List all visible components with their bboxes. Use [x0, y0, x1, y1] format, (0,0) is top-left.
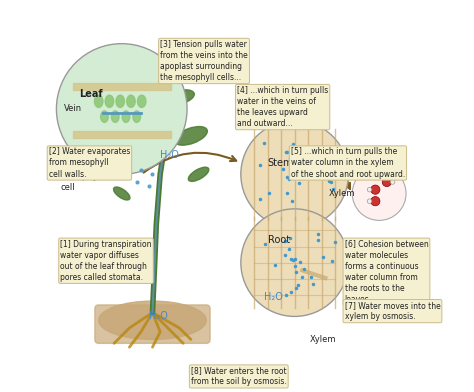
- Text: [5] ...which in turn pulls the
water column in the xylem
of the shoot and root u: [5] ...which in turn pulls the water col…: [291, 147, 405, 179]
- Circle shape: [371, 196, 380, 206]
- Ellipse shape: [122, 111, 130, 122]
- Ellipse shape: [164, 90, 194, 105]
- Ellipse shape: [116, 95, 125, 107]
- FancyBboxPatch shape: [73, 83, 171, 90]
- Ellipse shape: [174, 127, 207, 145]
- Ellipse shape: [128, 72, 154, 84]
- Text: H₂O: H₂O: [149, 312, 167, 321]
- Ellipse shape: [111, 111, 119, 122]
- Circle shape: [241, 120, 348, 228]
- Text: H₂O: H₂O: [160, 150, 179, 160]
- Circle shape: [382, 177, 392, 187]
- FancyBboxPatch shape: [73, 131, 171, 138]
- Ellipse shape: [188, 167, 209, 181]
- Text: [4] ...which in turn pulls
water in the veins of
the leaves upward
and outward..: [4] ...which in turn pulls water in the …: [237, 86, 328, 128]
- Circle shape: [371, 185, 380, 194]
- FancyBboxPatch shape: [95, 305, 210, 343]
- Text: Leaf: Leaf: [80, 89, 103, 99]
- Text: H₂O: H₂O: [264, 292, 283, 302]
- Text: [6] Cohesion between
water molecules
forms a continuous
water column from
the ro: [6] Cohesion between water molecules for…: [345, 240, 428, 304]
- Circle shape: [367, 199, 372, 203]
- Ellipse shape: [99, 301, 206, 339]
- Text: [2] Water evaporates
from mesophyll
cell walls.: [2] Water evaporates from mesophyll cell…: [49, 147, 130, 179]
- Text: Vein: Vein: [64, 105, 82, 113]
- Circle shape: [352, 167, 406, 220]
- Ellipse shape: [103, 145, 125, 165]
- Ellipse shape: [105, 95, 114, 107]
- Ellipse shape: [133, 111, 141, 122]
- Text: Stem: Stem: [268, 158, 293, 168]
- Text: Root: Root: [268, 234, 290, 245]
- Ellipse shape: [127, 95, 135, 107]
- Text: Mesophyll
cell: Mesophyll cell: [60, 172, 103, 192]
- Ellipse shape: [114, 106, 145, 127]
- Circle shape: [390, 180, 395, 184]
- Circle shape: [56, 44, 187, 174]
- Ellipse shape: [100, 111, 108, 122]
- Ellipse shape: [113, 187, 130, 200]
- Ellipse shape: [137, 95, 146, 107]
- Circle shape: [241, 209, 348, 316]
- Text: Xylem: Xylem: [310, 335, 337, 344]
- Text: Xylem: Xylem: [329, 189, 356, 198]
- Circle shape: [367, 187, 372, 192]
- Text: [8] Water enters the root
from the soil by osmosis.: [8] Water enters the root from the soil …: [191, 367, 287, 387]
- Ellipse shape: [94, 95, 103, 107]
- Text: [1] During transpiration
water vapor diffuses
out of the leaf through
pores call: [1] During transpiration water vapor dif…: [60, 240, 152, 282]
- Text: [3] Tension pulls water
from the veins into the
apoplast surrounding
the mesophy: [3] Tension pulls water from the veins i…: [160, 40, 248, 82]
- Text: [7] Water moves into the
xylem by osmosis.: [7] Water moves into the xylem by osmosi…: [345, 301, 440, 321]
